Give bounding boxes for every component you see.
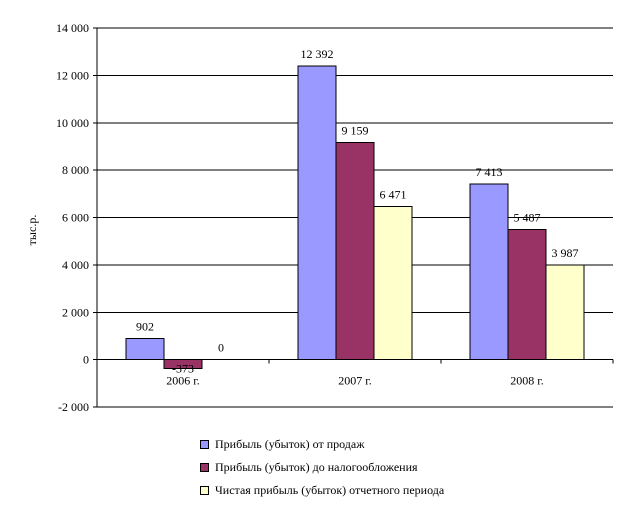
legend-swatch (200, 486, 209, 495)
data-label: 9 159 (342, 124, 369, 138)
data-label: 7 413 (476, 165, 503, 179)
data-label: 902 (136, 319, 154, 333)
y-tick-label: 0 (83, 353, 89, 367)
bar (125, 337, 165, 361)
legend: Прибыль (убыток) от продаж Прибыль (убыто… (200, 433, 444, 502)
bar (469, 183, 509, 361)
data-label: 0 (218, 341, 224, 355)
y-axis-label: тыс.р. (25, 215, 39, 246)
bars (125, 65, 585, 369)
y-tick-label: 14 000 (56, 21, 89, 35)
data-label: 6 471 (380, 187, 407, 201)
x-axis: 2006 г. 2007 г. 2008 г. (97, 359, 614, 388)
data-label: -373 (172, 362, 194, 376)
legend-swatch (200, 440, 209, 449)
legend-item: Чистая прибыль (убыток) отчетного период… (200, 479, 444, 502)
bar (335, 142, 375, 361)
data-label: 12 392 (301, 47, 334, 61)
y-tick-label: 8 000 (62, 163, 89, 177)
bar (507, 229, 547, 361)
legend-item: Прибыль (убыток) от продаж (200, 433, 444, 456)
data-labels: 902 -373 0 12 392 9 159 6 471 7 413 5 487 3 987 (136, 47, 579, 376)
y-tick-label: 10 000 (56, 116, 89, 130)
y-tick-label: 2 000 (62, 305, 89, 319)
legend-label: Чистая прибыль (убыток) отчетного период… (215, 483, 445, 497)
y-tick-label: -2 000 (58, 400, 89, 414)
legend-label: Прибыль (убыток) от продаж (215, 437, 365, 451)
data-label: 5 487 (514, 211, 541, 225)
y-tick-label: 12 000 (56, 68, 89, 82)
legend-swatch (200, 463, 209, 472)
y-axis: -2 000 0 2 000 4 000 6 000 8 000 10 000 12 000 1… (56, 21, 98, 414)
legend-label: Прибыль (убыток) до налогообложения (215, 460, 418, 474)
bar-chart: -2 000 0 2 000 4 000 6 000 8 000 10 000 12 000 1… (25, 21, 614, 414)
legend-item: Прибыль (убыток) до налогообложения (200, 456, 444, 479)
x-tick-label: 2008 г. (510, 374, 544, 388)
bar (545, 264, 585, 361)
y-tick-label: 4 000 (62, 258, 89, 272)
data-label: 3 987 (552, 246, 579, 260)
x-tick-label: 2006 г. (166, 374, 200, 388)
bar (297, 65, 337, 361)
y-tick-label: 6 000 (62, 211, 89, 225)
bar (373, 205, 413, 361)
x-tick-label: 2007 г. (338, 374, 372, 388)
